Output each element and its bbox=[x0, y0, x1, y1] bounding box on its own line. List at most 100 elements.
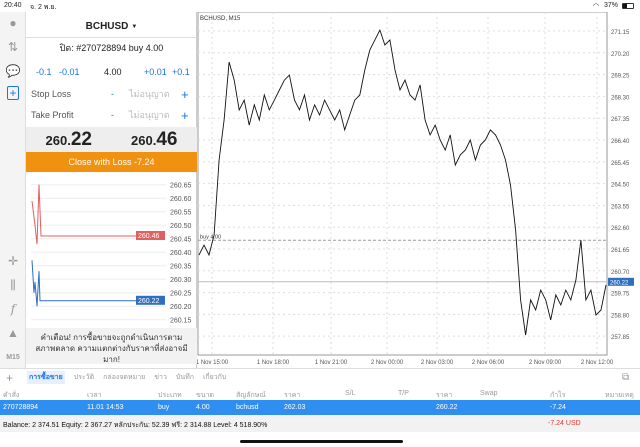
table-cell: buy bbox=[158, 404, 170, 411]
trade-icon[interactable]: ⇅ bbox=[7, 40, 19, 54]
date: จ. 2 พ.ย. bbox=[30, 4, 57, 11]
y-tick-label: 270.20 bbox=[611, 52, 630, 58]
table-cell: 260.22 bbox=[436, 404, 458, 411]
bid-tag-label: 260.22 bbox=[138, 298, 160, 305]
mini-axis-label: 260.30 bbox=[170, 277, 192, 284]
stop-loss-plus[interactable]: + bbox=[181, 86, 189, 102]
status-bar: 20:40 จ. 2 พ.ย. ◠ 37% bbox=[0, 0, 640, 12]
step-plus-0.01[interactable]: +0.01 bbox=[144, 67, 167, 77]
stop-loss-input[interactable]: ไม่อนุญาต bbox=[129, 89, 170, 99]
ask-tag-label: 260.46 bbox=[138, 233, 160, 240]
mini-axis-label: 260.15 bbox=[170, 318, 192, 325]
table-cell: 270728894 bbox=[3, 404, 39, 411]
timeframe-button[interactable]: M15 bbox=[6, 353, 20, 361]
tab-trade[interactable]: การซื้อขาย bbox=[27, 371, 65, 384]
symbol-selector[interactable]: BCHUSD ▼ bbox=[26, 16, 197, 38]
column-header: เวลา bbox=[87, 392, 102, 399]
step-minus-0.1[interactable]: -0.1 bbox=[36, 67, 52, 77]
y-tick-label: 261.65 bbox=[611, 248, 630, 254]
column-header: ขนาด bbox=[196, 392, 215, 399]
y-tick-label: 266.40 bbox=[611, 139, 630, 145]
new-order-icon[interactable]: + bbox=[7, 86, 19, 100]
step-minus-0.01[interactable]: -0.01 bbox=[59, 67, 80, 77]
tab-about[interactable]: เกี่ยวกับ bbox=[202, 374, 227, 381]
x-tick-label: 2 Nov 06:00 bbox=[472, 360, 505, 366]
price-line bbox=[198, 28, 607, 336]
warning-text: คำเตือน! การซื้อขายจะถูกดำเนินการตามสภาพ… bbox=[26, 328, 197, 364]
stop-loss-row: Stop Loss - ไม่อนุญาต + bbox=[26, 86, 197, 102]
bid-tag bbox=[136, 295, 165, 305]
take-profit-row: Take Profit - ไม่อนุญาต + bbox=[26, 107, 197, 123]
take-profit-input[interactable]: ไม่อนุญาต bbox=[129, 110, 170, 120]
balance-bar: Balance: 2 374.51 Equity: 2 367.27 หลักป… bbox=[0, 415, 640, 432]
y-tick-label: 265.45 bbox=[611, 161, 630, 167]
indicator-icon[interactable]: f bbox=[10, 302, 16, 316]
table-cell: -7.24 bbox=[550, 404, 566, 411]
balance-text: Balance: 2 374.51 Equity: 2 367.27 หลักป… bbox=[3, 422, 268, 429]
bid-price-label: 260.22 bbox=[610, 280, 629, 286]
layout-icon[interactable]: ⧉ bbox=[622, 372, 630, 383]
y-tick-label: 263.55 bbox=[611, 204, 630, 210]
bid-price-tag bbox=[608, 277, 634, 286]
y-tick-label: 267.35 bbox=[611, 117, 630, 123]
price-chart[interactable]: 271.15 270.20 269.25 268.30 267.35 266.40 265.… bbox=[197, 12, 640, 368]
column-header: ประเภท bbox=[158, 392, 182, 399]
left-toolbar: ● ⇅ 💬 + ✛ ⫼ f ▲ M15 bbox=[0, 12, 26, 368]
mini-axis-label: 260.45 bbox=[170, 237, 192, 244]
y-tick-label: 259.75 bbox=[611, 292, 630, 298]
x-tick-label: 1 Nov 21:00 bbox=[315, 360, 348, 366]
total-profit: -7.24 USD bbox=[548, 420, 581, 427]
take-profit-minus[interactable]: - bbox=[111, 110, 114, 120]
tab-mailbox[interactable]: กล่องจดหมาย bbox=[103, 374, 146, 381]
y-tick-label: 271.15 bbox=[611, 30, 630, 36]
table-cell: bchusd bbox=[236, 404, 259, 411]
table-row[interactable]: 270728894 11.01 14:53 buy 4.00 bchusd 262.03 2… bbox=[0, 400, 640, 415]
step-plus-0.1[interactable]: +0.1 bbox=[172, 67, 190, 77]
symbol-name: BCHUSD bbox=[85, 21, 129, 32]
price-display: 260.22 260.46 bbox=[26, 127, 197, 152]
column-header: สัญลักษณ์ bbox=[236, 392, 266, 399]
stop-loss-minus[interactable]: - bbox=[111, 89, 114, 99]
account-icon[interactable]: ● bbox=[9, 16, 17, 30]
table-cell: 11.01 14:53 bbox=[87, 404, 124, 411]
volume-row: -0.1 -0.01 4.00 +0.01 +0.1 bbox=[26, 64, 197, 80]
mini-axis-label: 260.40 bbox=[170, 250, 192, 257]
mini-axis-label: 260.25 bbox=[170, 291, 192, 298]
chat-icon[interactable]: 💬 bbox=[5, 64, 21, 78]
y-tick-label: 260.70 bbox=[611, 270, 630, 276]
column-header: T/P bbox=[398, 390, 409, 397]
x-tick-label: 1 Nov 15:00 bbox=[197, 360, 229, 366]
add-icon[interactable]: + bbox=[6, 370, 14, 385]
x-tick-label: 2 Nov 00:00 bbox=[371, 360, 404, 366]
crosshair-icon[interactable]: ✛ bbox=[7, 254, 19, 268]
mini-axis-label: 260.60 bbox=[170, 196, 192, 203]
tab-journal[interactable]: บันทึก bbox=[175, 374, 194, 381]
ask-line bbox=[31, 184, 136, 245]
battery-level: 37% bbox=[604, 2, 619, 9]
wifi-icon: ◠ bbox=[593, 3, 600, 10]
tab-history[interactable]: ประวัติ bbox=[73, 374, 95, 381]
ask-price: 260.46 bbox=[131, 128, 178, 150]
y-tick-label: 264.50 bbox=[611, 183, 630, 189]
x-tick-label: 1 Nov 18:00 bbox=[257, 360, 290, 366]
column-header: คำสั่ง bbox=[3, 392, 20, 399]
x-tick-label: 2 Nov 12:00 bbox=[581, 360, 614, 366]
column-header: ราคา bbox=[436, 392, 453, 399]
mini-axis-label: 260.35 bbox=[170, 264, 192, 271]
buy-line-label: buy 4.00 bbox=[200, 234, 221, 240]
chevron-down-icon: ▼ bbox=[131, 23, 138, 30]
close-with-loss-button[interactable]: Close with Loss -7.24 bbox=[26, 152, 197, 172]
terminal-tabs: + การซื้อขาย ประวัติ กล่องจดหมาย ข่าว บั… bbox=[0, 368, 640, 386]
mini-axis-label: 260.20 bbox=[170, 304, 192, 311]
objects-icon[interactable]: ▲ bbox=[7, 326, 19, 340]
tab-news[interactable]: ข่าว bbox=[154, 374, 167, 381]
y-tick-label: 268.30 bbox=[611, 95, 630, 101]
candles-icon[interactable]: ⫼ bbox=[10, 277, 16, 292]
column-header: S/L bbox=[345, 390, 356, 397]
volume-input[interactable]: 4.00 bbox=[104, 67, 122, 77]
take-profit-plus[interactable]: + bbox=[181, 107, 189, 123]
clock: 20:40 bbox=[4, 2, 22, 9]
table-cell: 4.00 bbox=[196, 404, 210, 411]
take-profit-label: Take Profit bbox=[31, 110, 74, 120]
y-tick-label: 258.80 bbox=[611, 313, 630, 319]
